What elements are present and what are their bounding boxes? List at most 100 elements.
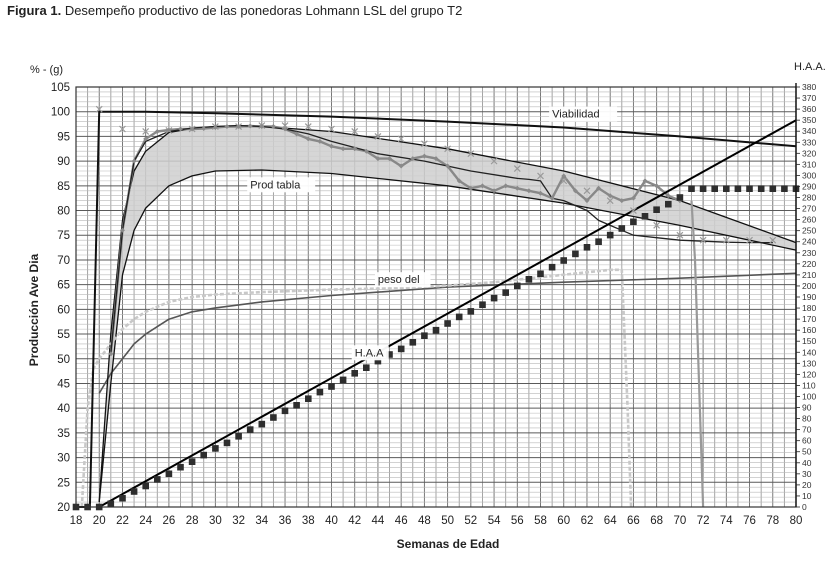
y2-tick-label: 20 <box>802 480 812 490</box>
series-haa-point <box>688 185 695 192</box>
y-tick-label: 75 <box>57 230 70 242</box>
annotation-bg <box>374 272 431 288</box>
series-produccion-point <box>328 143 334 149</box>
series-produccion-point <box>665 193 671 199</box>
series-haa-point <box>328 383 335 390</box>
y2-tick-label: 340 <box>802 126 816 136</box>
series-haa-point <box>374 357 382 365</box>
series-marcas-x-point <box>281 122 289 129</box>
y2-tick-label: 110 <box>802 380 816 390</box>
y2-tick-label: 150 <box>802 336 816 346</box>
x-tick-label: 58 <box>534 515 547 527</box>
series-haa-point <box>397 345 405 353</box>
series-haa-point <box>409 339 417 346</box>
x-tick-label: 64 <box>604 515 617 527</box>
series-haa-point <box>165 470 173 478</box>
series-marcas-x-point <box>653 221 661 229</box>
y2-tick-label: 370 <box>802 93 816 103</box>
series-haa-point <box>723 185 730 192</box>
series-marcas-x-point <box>420 140 428 148</box>
series-marcas-x-point <box>629 207 637 214</box>
x-tick-label: 30 <box>209 515 222 527</box>
series-produccion-point <box>572 188 578 194</box>
x-tick-label: 66 <box>627 515 640 527</box>
series-haa-point <box>653 206 660 213</box>
series-haa-point <box>595 238 602 245</box>
figure-caption: Figura 1. Desempeño productivo de las po… <box>7 3 462 18</box>
series-haa-point <box>769 185 777 192</box>
annotation-label: Prod tabla <box>250 179 301 191</box>
x-tick-label: 32 <box>232 515 245 527</box>
series-haa-point <box>665 200 672 208</box>
y2-tick-label: 290 <box>802 182 816 192</box>
annotation-label: H.A.A <box>355 347 384 359</box>
series-produccion-point <box>317 138 323 144</box>
series-haa-point <box>235 433 242 440</box>
x-tick-label: 74 <box>720 515 733 527</box>
series-haa-point <box>119 494 126 502</box>
x-tick-label: 54 <box>488 515 501 527</box>
x-tick-label: 22 <box>116 515 129 527</box>
annotations: Viabilidad Prod tabla peso del H.A.A <box>247 106 618 361</box>
series-haa-point <box>142 482 149 490</box>
series-marcas-x-point <box>351 128 359 135</box>
series-produccion-point <box>270 124 276 130</box>
series-marcas-x-point <box>142 128 150 135</box>
series-haa-point <box>757 185 765 192</box>
series-haa-point <box>130 488 138 495</box>
x-tick-label: 34 <box>255 515 268 527</box>
series-haa-point <box>606 231 614 239</box>
series-haa-point <box>572 250 579 258</box>
series-haa-point <box>432 326 440 334</box>
y2-tick-label: 0 <box>802 502 807 512</box>
series-produccion-point <box>201 126 207 132</box>
series-haa-point <box>293 402 300 409</box>
y2-unit-label: H.A.A. <box>794 61 826 73</box>
y-tick-label: 100 <box>51 107 70 119</box>
series-produccion-point <box>154 128 160 134</box>
series-haa-point <box>490 294 498 302</box>
series-produccion-point <box>619 198 625 204</box>
x-tick-label: 76 <box>743 515 756 527</box>
y2-tick-label: 60 <box>802 436 812 446</box>
x-tick-label: 42 <box>348 515 361 527</box>
series-produccion-point <box>387 156 393 162</box>
y2-tick-label: 90 <box>802 403 812 413</box>
x-tick-label: 38 <box>302 515 315 527</box>
y2-tick-label: 120 <box>802 369 816 379</box>
x-tick-label: 28 <box>186 515 199 527</box>
series-haa-point <box>212 445 219 452</box>
y-tick-label: 30 <box>57 453 70 465</box>
series-haa-point <box>502 289 509 296</box>
series-haa-point <box>270 414 277 421</box>
series-prod-tabla-lower <box>98 169 797 503</box>
y2-tick-label: 140 <box>802 347 816 357</box>
series-produccion-point <box>607 193 613 199</box>
y2-tick-label: 180 <box>802 303 816 313</box>
y2-tick-label: 100 <box>802 392 816 402</box>
figure-caption-text: Desempeño productivo de las ponedoras Lo… <box>64 3 463 18</box>
x-tick-labels: 18 20 22 24 26 28 30 32 34 36 38 40 42 44 46 48 50 52 54 56… <box>70 515 803 527</box>
series-haa-point <box>223 439 231 447</box>
series-haa-point <box>177 463 184 471</box>
series-produccion-point <box>654 183 660 189</box>
y2-tick-label: 260 <box>802 215 816 225</box>
y2-tick-label: 250 <box>802 226 816 236</box>
y-tick-label: 50 <box>57 354 70 366</box>
y2-tick-label: 210 <box>802 270 816 280</box>
y-unit-label: % - (g) <box>30 64 63 76</box>
series-produccion-point <box>212 125 218 131</box>
series-haa-point <box>339 376 347 384</box>
series-produccion-point <box>131 158 137 164</box>
x-tick-label: 20 <box>93 515 106 527</box>
series-marcas-x-point <box>583 187 591 195</box>
series-haa-point <box>734 185 742 192</box>
x-tick-label: 70 <box>674 515 687 527</box>
series-haa-point <box>281 407 289 415</box>
x-tick-label: 24 <box>139 515 152 527</box>
y2-tick-label: 130 <box>802 358 816 368</box>
y2-tick-label: 280 <box>802 193 816 203</box>
series-haa-point <box>548 263 556 271</box>
series-marcas-x-point <box>769 236 777 244</box>
